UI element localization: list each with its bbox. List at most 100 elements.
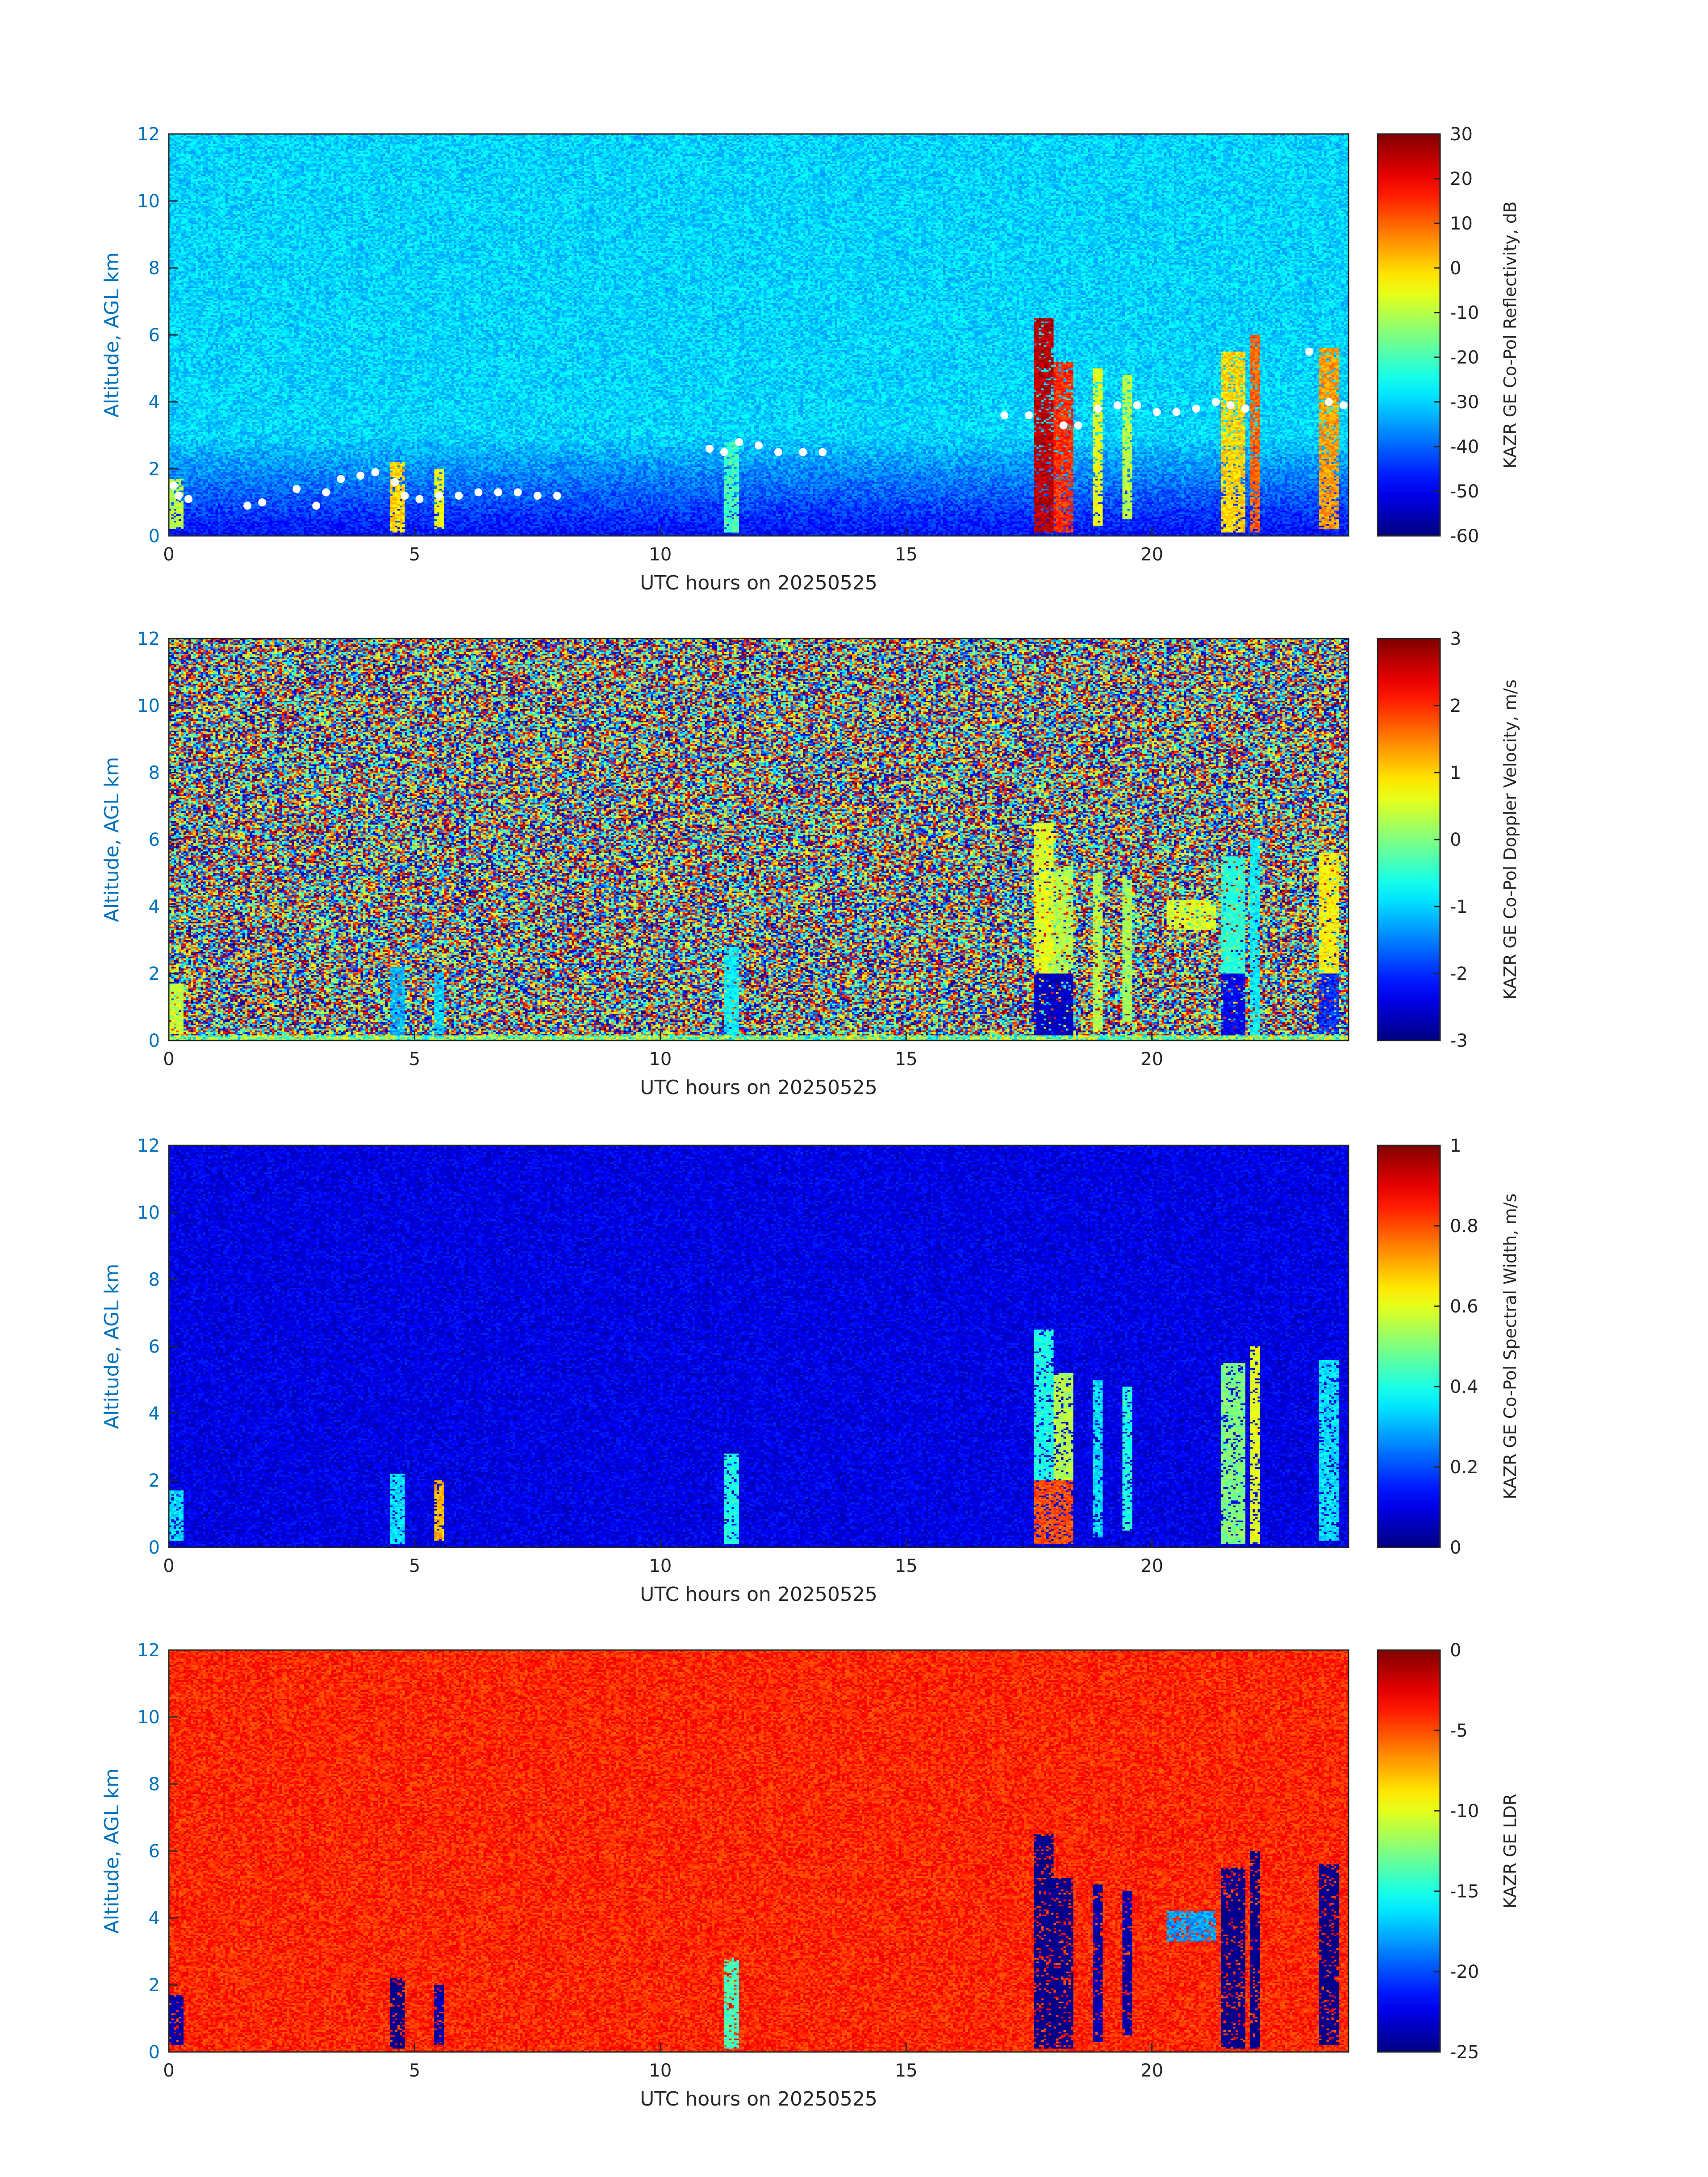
x-tick-label: 0 [163,1049,174,1070]
x-tick-label: 20 [1140,544,1163,565]
flagged-point [1339,401,1348,409]
x-tick-label: 0 [163,1556,174,1576]
colorbar-tick-label: 10 [1450,213,1473,234]
y-tick-label: 10 [137,696,160,716]
x-tick-label: 20 [1140,2060,1163,2081]
x-tick-label: 10 [649,2060,672,2081]
colorbar-tick-label: 0 [1450,830,1461,850]
x-axis-label: UTC hours on 20250525 [640,1583,877,1606]
colorbar-tick-label: 2 [1450,696,1461,716]
x-tick-label: 10 [649,1556,672,1576]
flagged-point [819,448,827,456]
colorbar-tick-label: -30 [1450,392,1479,413]
flagged-point [533,492,542,500]
flagged-point [494,488,502,497]
flagged-point [774,448,783,456]
colorbar-tick-label: -1 [1450,897,1468,917]
y-tick-label: 12 [137,629,160,649]
x-tick-label: 20 [1140,1556,1163,1576]
y-tick-label: 6 [149,830,160,850]
colorbar-label: KAZR GE Co-Pol Spectral Width, m/s [1500,1193,1520,1499]
y-tick-label: 4 [149,1908,160,1929]
colorbar-tick-label: 0.4 [1450,1377,1478,1397]
heatmap-field-1 [169,134,1349,536]
colorbar [1377,1649,1441,2053]
colorbar-tick-label: -2 [1450,964,1468,984]
y-tick-label: 8 [149,1774,160,1795]
colorbar [1377,1145,1441,1548]
y-tick-label: 0 [149,526,160,547]
x-tick-label: 5 [409,1556,420,1576]
flagged-point [170,481,178,490]
x-axis-label: UTC hours on 20250525 [640,572,877,594]
x-tick-label: 5 [409,544,420,565]
y-tick-label: 4 [149,1404,160,1424]
colorbar-tick-label: -60 [1450,526,1479,547]
flagged-point [1172,408,1181,416]
y-tick-label: 2 [149,459,160,480]
y-tick-label: 8 [149,763,160,783]
flagged-point [312,501,321,510]
heatmap-field-3 [169,1145,1349,1547]
y-tick-label: 12 [137,124,160,145]
y-tick-label: 6 [149,1841,160,1862]
x-tick-label: 15 [895,1556,918,1576]
colorbar-tick-label: 1 [1450,1136,1461,1156]
x-tick-label: 15 [895,2060,918,2081]
y-tick-label: 6 [149,325,160,346]
colorbar-tick-label: 0.6 [1450,1296,1478,1317]
colorbar-tick-label: 20 [1450,169,1473,189]
colorbar-tick-label: -40 [1450,437,1479,457]
y-axis-label: Altitude, AGL km [100,1264,123,1429]
colorbar-tick-label: 0 [1450,258,1461,279]
flagged-point [514,488,522,497]
y-tick-label: 8 [149,1270,160,1290]
colorbar-label: KAZR GE Co-Pol Doppler Velocity, m/s [1500,679,1520,999]
y-tick-label: 6 [149,1337,160,1357]
colorbar [1377,133,1441,537]
flagged-point [391,478,399,486]
x-tick-label: 0 [163,544,174,565]
y-tick-label: 2 [149,964,160,984]
flagged-point [1113,401,1122,409]
flagged-point [415,495,424,503]
flagged-point [322,488,330,497]
y-axis-label: Altitude, AGL km [100,252,123,418]
y-axis-label: Altitude, AGL km [100,757,123,922]
flagged-point [356,472,365,480]
flagged-point [1211,398,1220,406]
colorbar-tick-label: -10 [1450,303,1479,323]
flagged-point [1305,347,1313,356]
flagged-point [1226,401,1235,409]
heatmap-field-2 [169,639,1349,1040]
colorbar-tick-label: 30 [1450,124,1473,145]
flagged-point [1192,405,1200,413]
y-tick-label: 10 [137,191,160,212]
colorbar-tick-label: -20 [1450,347,1479,368]
colorbar-tick-label: 3 [1450,629,1461,649]
flagged-point [1025,411,1033,419]
flagged-point [1000,411,1009,419]
y-tick-label: 12 [137,1640,160,1661]
y-tick-label: 0 [149,1538,160,1558]
y-tick-label: 2 [149,1975,160,1996]
flagged-point [799,448,807,456]
x-tick-label: 15 [895,544,918,565]
flagged-point [720,448,728,456]
x-axis-label: UTC hours on 20250525 [640,1076,877,1099]
flagged-point [1133,401,1141,409]
flagged-point [735,438,743,446]
flagged-point [175,492,183,500]
x-tick-label: 15 [895,1049,918,1070]
y-tick-label: 4 [149,392,160,413]
x-tick-label: 10 [649,1049,672,1070]
colorbar-tick-label: -50 [1450,481,1479,502]
x-axis-label: UTC hours on 20250525 [640,2088,877,2110]
flagged-point [755,441,763,450]
flagged-point [1059,421,1068,430]
x-tick-label: 10 [649,544,672,565]
flagged-point [371,468,380,476]
flagged-point [1324,398,1333,406]
y-tick-label: 0 [149,1031,160,1051]
flagged-point [184,495,193,503]
